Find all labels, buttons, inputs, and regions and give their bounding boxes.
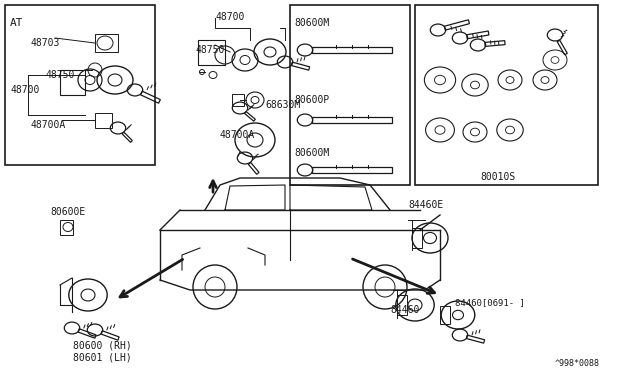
Text: 80600E: 80600E (50, 207, 85, 217)
Text: 48700A: 48700A (30, 120, 65, 130)
Text: 48700: 48700 (215, 12, 244, 22)
Text: AT: AT (10, 18, 24, 28)
Text: 84460[0691- ]: 84460[0691- ] (455, 298, 525, 307)
Text: 80600M: 80600M (294, 148, 329, 158)
Text: 80010S: 80010S (480, 172, 515, 182)
Text: 80600P: 80600P (294, 95, 329, 105)
Text: ^998*0088: ^998*0088 (555, 359, 600, 368)
Text: 48700: 48700 (10, 85, 40, 95)
Text: 84460E: 84460E (408, 200, 444, 210)
Text: 48750: 48750 (45, 70, 74, 80)
Text: 48703: 48703 (30, 38, 60, 48)
Text: 48700A: 48700A (220, 130, 255, 140)
Text: 84460: 84460 (390, 305, 419, 315)
Text: 80600 (RH): 80600 (RH) (73, 340, 132, 350)
Text: 48750: 48750 (195, 45, 225, 55)
Text: 80600M: 80600M (294, 18, 329, 28)
Text: 68630M: 68630M (265, 100, 300, 110)
Text: 80601 (LH): 80601 (LH) (73, 352, 132, 362)
